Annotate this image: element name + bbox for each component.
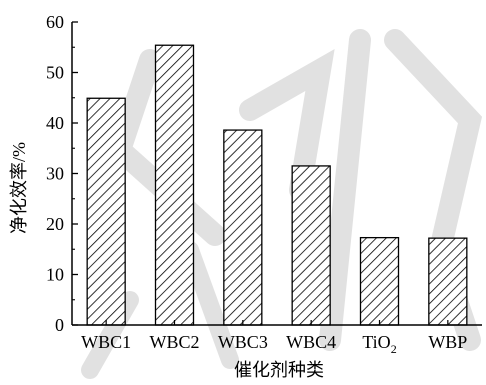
y-tick-label: 30 bbox=[46, 164, 64, 184]
bar-wbc1 bbox=[87, 98, 125, 325]
y-tick-label: 50 bbox=[46, 63, 64, 83]
x-category-label: WBC4 bbox=[286, 332, 336, 352]
x-category-label: WBC3 bbox=[218, 332, 268, 352]
y-tick-label: 10 bbox=[46, 265, 64, 285]
x-category-label: WBC1 bbox=[81, 332, 131, 352]
bar-tio2 bbox=[361, 238, 399, 325]
y-tick-label: 20 bbox=[46, 214, 64, 234]
x-axis-title: 催化剂种类 bbox=[234, 360, 324, 380]
x-category-label: WBP bbox=[428, 332, 467, 352]
x-category-label: TiO2 bbox=[362, 332, 396, 356]
bar-wbc4 bbox=[292, 166, 330, 325]
x-category-label: WBC2 bbox=[149, 332, 199, 352]
bar-wbc3 bbox=[224, 130, 262, 325]
y-tick-label: 60 bbox=[46, 12, 64, 32]
bar-wbp bbox=[429, 238, 467, 325]
y-tick-label: 0 bbox=[55, 315, 64, 335]
bar-wbc2 bbox=[156, 45, 194, 325]
y-tick-label: 40 bbox=[46, 113, 64, 133]
y-axis-title: 净化效率/% bbox=[9, 142, 29, 234]
watermark bbox=[90, 40, 470, 370]
